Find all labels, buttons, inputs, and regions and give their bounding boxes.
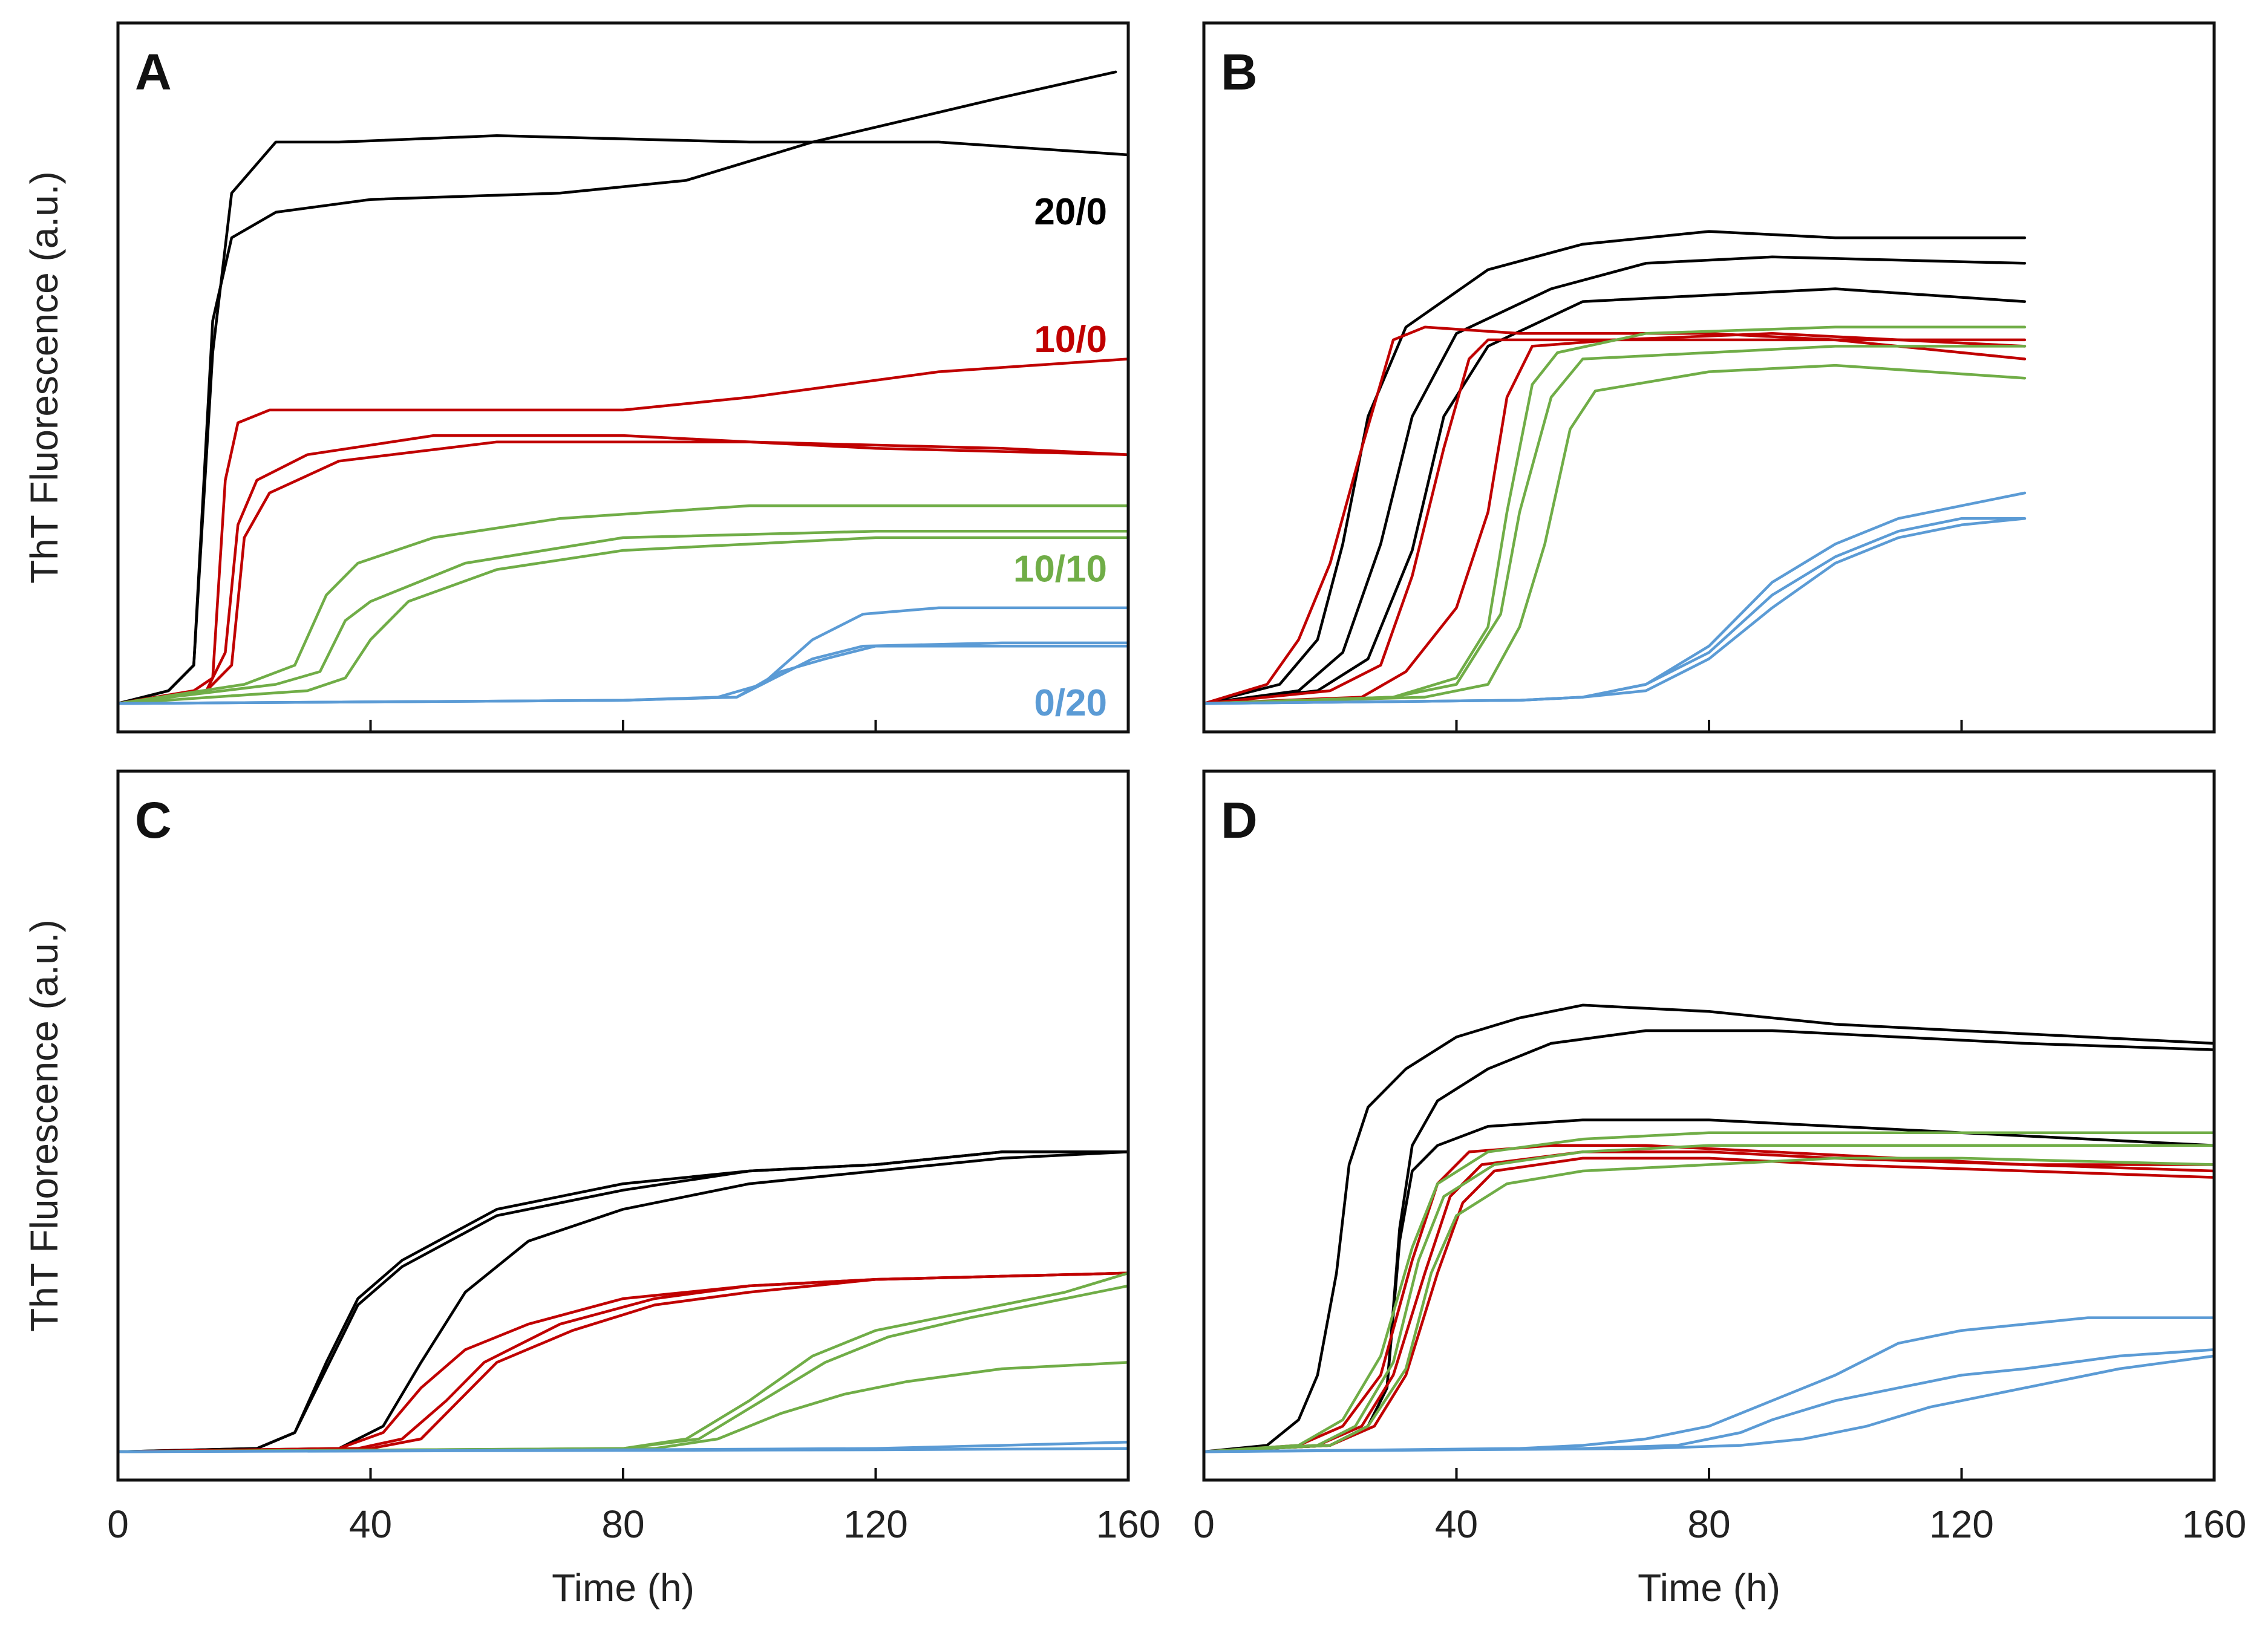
panel-a: A ThT Fluorescence (a.u.) 20/0 10/0 10/10 0/2…: [22, 21, 1130, 734]
trace-a-10-10-8: [116, 536, 1130, 705]
x-tick-label-d-120: 120: [1929, 1502, 1994, 1546]
y-axis-label-c: ThT Fluorescence (a.u.): [22, 919, 66, 1332]
trace-b-20-0-2: [1202, 255, 2027, 705]
trace-a-20-0-2: [116, 70, 1117, 705]
trace-b-20-0-1: [1202, 230, 2027, 705]
trace-b-10-0-6: [1202, 332, 2027, 705]
trace-d-10-10-8: [1202, 1144, 2216, 1453]
trace-c-20-0-3: [116, 1150, 1130, 1453]
series-label-10-0: 10/0: [1034, 319, 1107, 360]
trace-c-10-0-5: [116, 1271, 1130, 1453]
x-tick-label-c-40: 40: [349, 1502, 392, 1546]
trace-b-10-10-9: [1202, 364, 2027, 705]
trace-d-20-0-2: [1202, 1029, 2216, 1453]
trace-d-10-10-9: [1202, 1156, 2216, 1453]
y-axis-label-a: ThT Fluorescence (a.u.): [22, 171, 66, 584]
panel-c: 0 40 80 120 160 C ThT Fluorescence (a.u.) Time …: [22, 769, 1161, 1609]
x-tick-label-c-120: 120: [843, 1502, 908, 1546]
trace-a-10-0-5: [116, 440, 1130, 705]
series-label-10-10: 10/10: [1013, 549, 1107, 590]
plot-frame-c: [116, 769, 1130, 1482]
trace-c-10-0-4: [116, 1271, 1130, 1453]
trace-c-10-10-9: [116, 1361, 1130, 1453]
plot-frame-a: [116, 21, 1130, 734]
trace-a-10-10-7: [116, 530, 1130, 705]
trace-d-0-20-11: [1202, 1348, 2216, 1453]
x-tick-label-d-0: 0: [1193, 1502, 1215, 1546]
trace-d-10-0-6: [1202, 1156, 2216, 1453]
trace-c-0-20-11: [116, 1447, 1130, 1453]
trace-c-10-10-8: [116, 1284, 1130, 1453]
x-tick-label-c-160: 160: [1096, 1502, 1161, 1546]
trace-b-0-20-11: [1202, 517, 2027, 705]
trace-d-20-0-1: [1202, 1003, 2216, 1453]
x-axis-label-d: Time (h): [1638, 1566, 1780, 1609]
trace-d-10-10-7: [1202, 1131, 2216, 1453]
x-tick-label-c-80: 80: [601, 1502, 644, 1546]
plot-frame-d: [1202, 769, 2216, 1482]
trace-d-20-0-3: [1202, 1118, 2216, 1453]
series-label-20-0: 20/0: [1034, 191, 1107, 233]
trace-d-0-20-12: [1202, 1354, 2216, 1453]
trace-a-0-20-11: [116, 641, 1130, 705]
panel-letter-c: C: [135, 792, 172, 849]
trace-a-10-0-4: [116, 434, 1130, 705]
x-tick-label-d-80: 80: [1687, 1502, 1730, 1546]
trace-b-10-0-5: [1202, 338, 2027, 705]
trace-d-10-0-5: [1202, 1150, 2216, 1453]
x-tick-label-d-160: 160: [2182, 1502, 2247, 1546]
trace-c-10-0-6: [116, 1271, 1130, 1453]
trace-a-10-10-6: [116, 504, 1130, 705]
trace-b-10-10-8: [1202, 345, 2027, 705]
x-tick-label-c-0: 0: [107, 1502, 129, 1546]
trace-d-0-20-10: [1202, 1316, 2216, 1453]
panel-letter-d: D: [1221, 792, 1258, 849]
trace-a-20-0-1: [116, 134, 1130, 705]
trace-c-20-0-1: [116, 1150, 1130, 1453]
trace-d-10-0-4: [1202, 1144, 2216, 1453]
trace-b-20-0-3: [1202, 287, 2027, 705]
trace-b-0-20-10: [1202, 491, 2027, 705]
x-tick-label-d-40: 40: [1435, 1502, 1478, 1546]
trace-a-10-0-3: [116, 357, 1130, 705]
panel-b: B: [1202, 21, 2216, 734]
plot-frame-b: [1202, 21, 2216, 734]
panel-letter-b: B: [1221, 44, 1258, 100]
series-label-0-20: 0/20: [1034, 682, 1107, 724]
trace-c-20-0-2: [116, 1150, 1130, 1453]
panel-d: 0 40 80 120 160 D Time (h): [1193, 769, 2247, 1609]
x-axis-label-c: Time (h): [552, 1566, 694, 1609]
trace-b-10-10-7: [1202, 325, 2027, 705]
trace-a-0-20-9: [116, 606, 1130, 705]
trace-b-10-0-4: [1202, 325, 2027, 705]
trace-b-0-20-12: [1202, 517, 2027, 705]
panel-letter-a: A: [135, 44, 172, 100]
